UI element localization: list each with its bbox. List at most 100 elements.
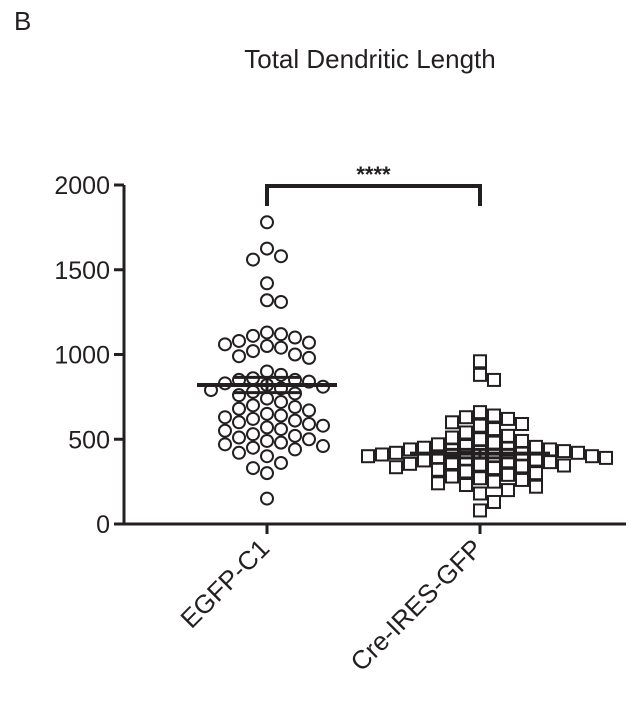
y-tick-label: 1500: [54, 257, 110, 285]
data-point-EGFP-C1: [274, 340, 288, 355]
data-point-EGFP-C1: [288, 428, 302, 443]
data-point-EGFP-C1: [246, 328, 260, 343]
data-point-Cre-IRES-GFP: [487, 422, 501, 437]
data-point-Cre-IRES-GFP: [361, 449, 375, 464]
data-point-EGFP-C1: [274, 294, 288, 309]
data-point-Cre-IRES-GFP: [487, 461, 501, 476]
data-point-Cre-IRES-GFP: [473, 432, 487, 447]
data-point-Cre-IRES-GFP: [515, 472, 529, 487]
data-point-EGFP-C1: [288, 442, 302, 457]
data-point-EGFP-C1: [260, 276, 274, 291]
significance-bracket-line: [265, 184, 482, 206]
data-point-Cre-IRES-GFP: [431, 476, 445, 491]
data-point-EGFP-C1: [260, 449, 274, 464]
data-point-Cre-IRES-GFP: [515, 433, 529, 448]
data-point-EGFP-C1: [274, 367, 288, 382]
data-point-EGFP-C1: [274, 327, 288, 342]
mean-sem-bars: [197, 375, 550, 460]
data-point-EGFP-C1: [246, 252, 260, 267]
data-point-EGFP-C1: [260, 433, 274, 448]
data-point-EGFP-C1: [246, 440, 260, 455]
data-point-EGFP-C1: [246, 398, 260, 413]
data-point-EGFP-C1: [232, 333, 246, 348]
data-point-Cre-IRES-GFP: [431, 462, 445, 477]
data-point-EGFP-C1: [274, 408, 288, 423]
data-point-Cre-IRES-GFP: [501, 467, 515, 482]
data-point-Cre-IRES-GFP: [473, 418, 487, 433]
data-point-Cre-IRES-GFP: [445, 415, 459, 430]
data-point-Cre-IRES-GFP: [487, 435, 501, 450]
data-point-EGFP-C1: [302, 416, 316, 431]
data-point-Cre-IRES-GFP: [459, 478, 473, 493]
data-point-EGFP-C1: [218, 410, 232, 425]
data-point-Cre-IRES-GFP: [529, 479, 543, 494]
data-point-EGFP-C1: [232, 445, 246, 460]
data-point-Cre-IRES-GFP: [487, 408, 501, 423]
data-point-EGFP-C1: [274, 455, 288, 470]
data-point-Cre-IRES-GFP: [557, 458, 571, 473]
data-point-Cre-IRES-GFP: [473, 354, 487, 369]
data-point-EGFP-C1: [260, 364, 274, 379]
data-point-EGFP-C1: [274, 249, 288, 264]
y-tick-label: 500: [68, 426, 110, 454]
data-point-EGFP-C1: [218, 437, 232, 452]
significance-label: ****: [356, 162, 391, 187]
data-point-Cre-IRES-GFP: [459, 410, 473, 425]
data-point-EGFP-C1: [246, 461, 260, 476]
data-point-Cre-IRES-GFP: [529, 466, 543, 481]
data-point-Cre-IRES-GFP: [473, 457, 487, 472]
data-point-EGFP-C1: [246, 344, 260, 359]
data-point-Cre-IRES-GFP: [487, 494, 501, 509]
data-point-Cre-IRES-GFP: [515, 459, 529, 474]
data-point-EGFP-C1: [232, 430, 246, 445]
y-tick-label: 2000: [54, 172, 110, 200]
data-point-Cre-IRES-GFP: [501, 411, 515, 426]
data-point-Cre-IRES-GFP: [585, 449, 599, 464]
data-point-EGFP-C1: [246, 427, 260, 442]
data-point-Cre-IRES-GFP: [459, 425, 473, 440]
data-point-EGFP-C1: [316, 439, 330, 454]
data-point-Cre-IRES-GFP: [473, 471, 487, 486]
panel-letter: B: [14, 6, 32, 36]
data-point-Cre-IRES-GFP: [529, 439, 543, 454]
y-tick-label: 0: [96, 511, 110, 539]
data-point-EGFP-C1: [288, 347, 302, 362]
data-point-EGFP-C1: [232, 415, 246, 430]
data-point-Cre-IRES-GFP: [571, 445, 585, 460]
data-point-EGFP-C1: [274, 422, 288, 437]
data-point-EGFP-C1: [302, 432, 316, 447]
chart-title: Total Dendritic Length: [244, 44, 496, 74]
data-point-Cre-IRES-GFP: [389, 445, 403, 460]
data-point-Cre-IRES-GFP: [599, 450, 613, 465]
axes: 0 500 1000 1500 2000 EGFP-C1 Cre-IRES-GFP: [54, 172, 626, 677]
data-point-Cre-IRES-GFP: [501, 428, 515, 443]
data-point-EGFP-C1: [260, 420, 274, 435]
data-point-Cre-IRES-GFP: [473, 486, 487, 501]
data-point-Cre-IRES-GFP: [459, 464, 473, 479]
data-points: [204, 215, 613, 518]
data-point-EGFP-C1: [260, 406, 274, 421]
data-point-Cre-IRES-GFP: [501, 483, 515, 498]
data-point-Cre-IRES-GFP: [487, 372, 501, 387]
data-point-EGFP-C1: [260, 339, 274, 354]
data-point-EGFP-C1: [232, 388, 246, 403]
data-point-Cre-IRES-GFP: [417, 453, 431, 468]
data-point-EGFP-C1: [246, 411, 260, 426]
data-point-EGFP-C1: [274, 394, 288, 409]
data-point-EGFP-C1: [218, 423, 232, 438]
data-point-Cre-IRES-GFP: [445, 469, 459, 484]
data-point-EGFP-C1: [232, 349, 246, 364]
data-point-EGFP-C1: [260, 466, 274, 481]
data-point-Cre-IRES-GFP: [487, 474, 501, 489]
data-point-Cre-IRES-GFP: [375, 447, 389, 462]
data-point-EGFP-C1: [274, 435, 288, 450]
data-point-Cre-IRES-GFP: [473, 367, 487, 382]
data-point-EGFP-C1: [302, 350, 316, 365]
data-point-Cre-IRES-GFP: [543, 455, 557, 470]
data-point-EGFP-C1: [288, 330, 302, 345]
x-tick-label: Cre-IRES-GFP: [344, 533, 488, 677]
data-point-EGFP-C1: [260, 215, 274, 230]
data-point-Cre-IRES-GFP: [473, 405, 487, 420]
data-point-EGFP-C1: [218, 337, 232, 352]
